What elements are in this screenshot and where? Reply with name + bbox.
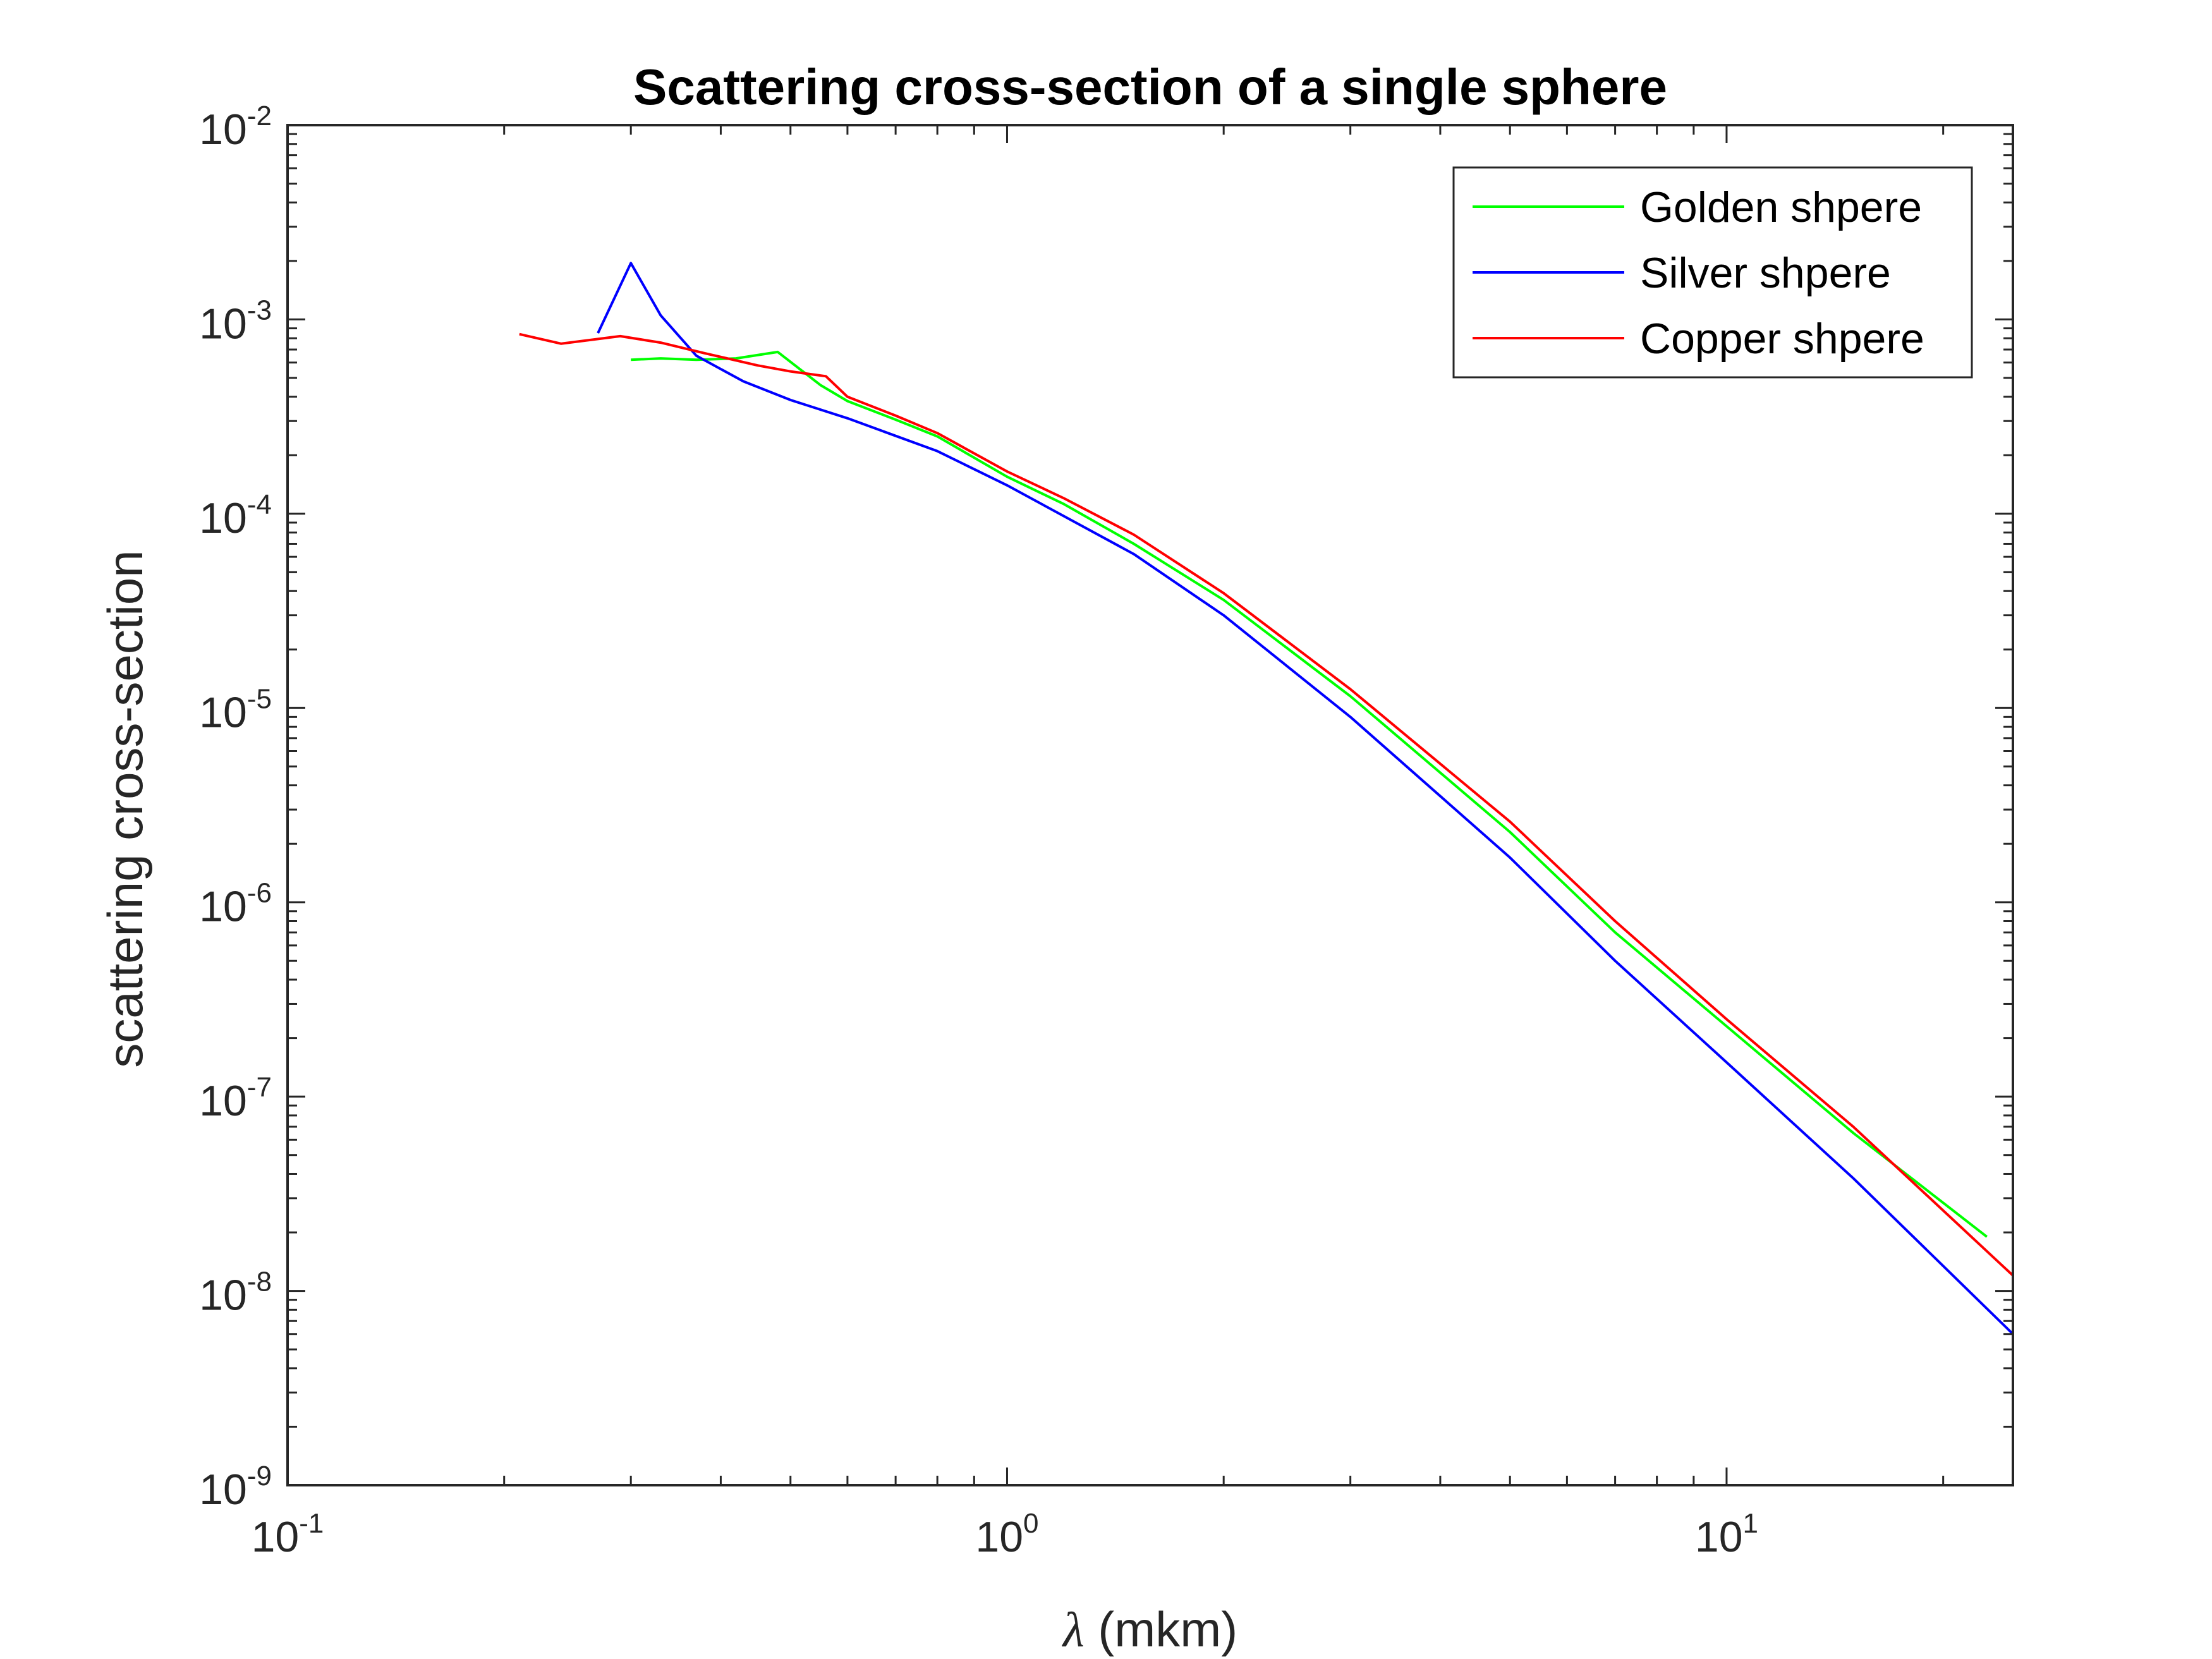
y-tick-label: 10-3 — [199, 295, 272, 348]
y-tick-label: 10-9 — [199, 1461, 272, 1514]
y-tick-label: 10-2 — [199, 100, 272, 154]
chart-title: Scattering cross-section of a single sph… — [633, 59, 1667, 115]
x-tick-label: 10-1 — [252, 1508, 324, 1561]
x-axis-label-symbol: λ — [1062, 1602, 1085, 1657]
y-tick-label: 10-8 — [199, 1267, 272, 1320]
axes-frame — [286, 124, 2014, 1486]
legend-label-1: Golden shpere — [1640, 183, 1922, 231]
x-axis-label: λ (mkm) — [1062, 1601, 1237, 1657]
y-axis-label: scattering cross-section — [97, 550, 153, 1067]
legend-label-3: Copper shpere — [1640, 315, 1924, 363]
y-tick-label: 10-4 — [199, 489, 272, 542]
series-line-3 — [519, 332, 2014, 1277]
legend-label-2: Silver shpere — [1640, 249, 1891, 297]
series-line-2 — [597, 262, 2014, 1335]
legend: Golden shpere Silver shpere Copper shpere — [1452, 166, 1973, 379]
x-tick-label: 101 — [1695, 1508, 1758, 1561]
plot-area — [519, 262, 2014, 1335]
x-tick-label: 100 — [975, 1508, 1038, 1561]
axes: 10-1 100 101 10-9 10-8 10-7 10-6 10-5 10-4 10-3 10… — [199, 100, 2014, 1561]
y-tick-label: 10-7 — [199, 1072, 272, 1125]
series-line-1 — [631, 350, 1988, 1238]
x-axis-label-unit: (mkm) — [1085, 1601, 1238, 1657]
y-tick-label: 10-6 — [199, 878, 272, 931]
y-tick-label: 10-5 — [199, 683, 272, 736]
